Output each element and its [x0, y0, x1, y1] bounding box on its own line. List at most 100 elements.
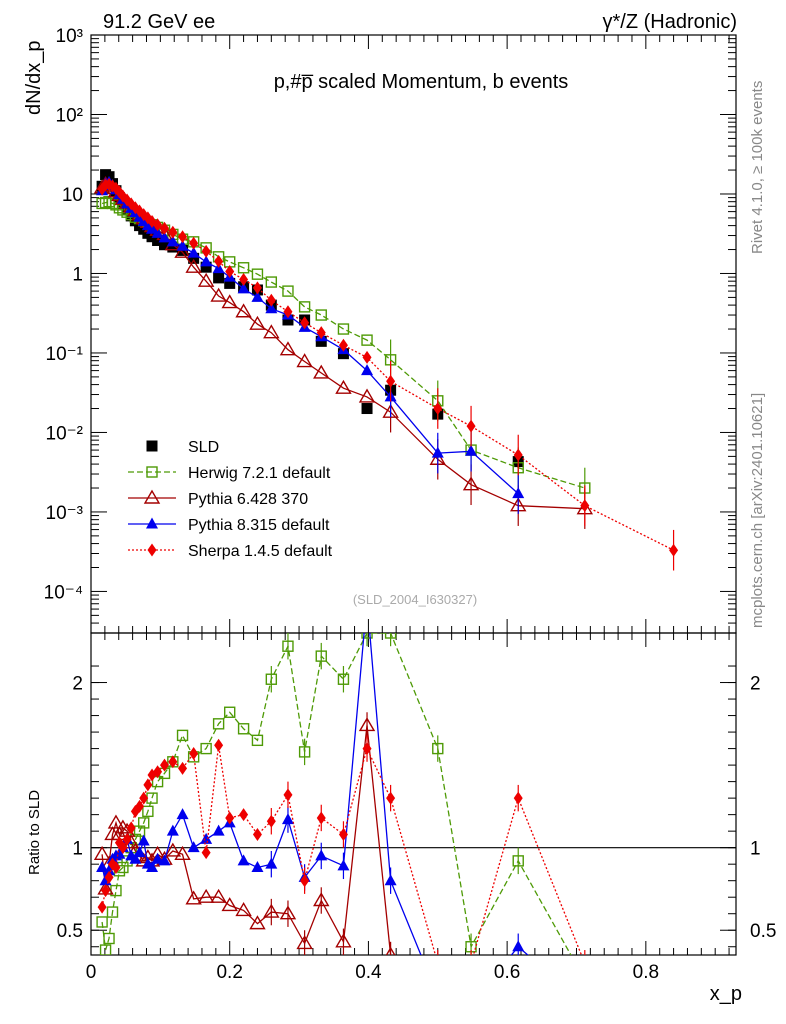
- data-point: [362, 350, 372, 364]
- legend-marker: [147, 543, 157, 557]
- data-point: [669, 543, 679, 557]
- legend-label: Sherpa 1.4.5 default: [188, 543, 333, 560]
- ratio-point: [96, 916, 108, 928]
- ratio-panel: Ratio to SLD x_p 0.5 0.5 1 1 2 2 0 0.2 0.4 0.6 0.8: [26, 632, 776, 1009]
- ratio-point: [103, 864, 116, 876]
- ratio-point: [263, 903, 280, 918]
- ratio-point: [386, 791, 396, 805]
- data-point: [337, 323, 350, 335]
- x-tick-label: 0.6: [494, 962, 520, 983]
- data-point: [300, 316, 310, 330]
- legend: SLD Herwig 7.2.1 default Pythia 6.428 370 P…: [128, 439, 333, 560]
- legend-marker: [146, 517, 158, 529]
- ratio-point: [239, 808, 249, 822]
- data-point: [152, 234, 164, 246]
- ratio-point: [512, 940, 525, 952]
- ratio-point: [315, 849, 328, 861]
- side-label-bottom: mcplots.cern.ch [arXiv:2401.10621]: [749, 393, 766, 628]
- data-point: [249, 315, 266, 330]
- ratio-point: [578, 973, 592, 985]
- data-point: [266, 293, 276, 307]
- ratio-point: [133, 825, 146, 837]
- ratio-point: [337, 673, 350, 685]
- ratio-point: [200, 742, 212, 755]
- ratio-ylabel: Ratio to SLD: [26, 790, 43, 875]
- ratio-point: [385, 946, 396, 955]
- data-point: [239, 272, 249, 286]
- ratio-point: [104, 870, 114, 884]
- y-tick-label: 10⁻⁴: [44, 582, 83, 603]
- legend-label: Pythia 6.428 370: [188, 491, 308, 508]
- ratio-y-label-right: 2: [750, 674, 761, 695]
- data-point: [151, 226, 164, 238]
- ratio-point: [298, 746, 311, 758]
- ratio-point: [201, 846, 211, 860]
- y-tick-label: 1: [72, 264, 83, 285]
- data-point: [221, 294, 238, 309]
- ratio-point: [265, 857, 278, 869]
- ratio-point: [133, 846, 146, 858]
- ratio-point: [464, 973, 478, 985]
- data-point: [237, 262, 250, 274]
- ratio-point: [432, 742, 444, 755]
- data-point: [265, 276, 278, 288]
- ratio-point: [313, 892, 330, 907]
- data-point: [187, 246, 200, 258]
- data-point: [462, 476, 480, 491]
- x-tick-label: 0.4: [355, 962, 382, 983]
- ratio-point: [432, 990, 444, 1001]
- data-point: [166, 235, 179, 247]
- data-point: [580, 499, 590, 513]
- y-tick-label: 10⁻³: [46, 503, 84, 524]
- ratio-point: [97, 900, 107, 914]
- ratio-point: [338, 827, 348, 841]
- ratio-point: [210, 888, 227, 903]
- data-point: [361, 364, 374, 376]
- data-point: [235, 303, 252, 318]
- ratio-xlabel: x_p: [710, 983, 742, 1005]
- header-right: γ*/Z (Hadronic): [603, 11, 737, 33]
- ratio-point: [251, 860, 264, 872]
- ratio-point: [283, 788, 293, 802]
- side-label-top: Rivet 4.1.0, ≥ 100k events: [749, 81, 766, 254]
- ratio-point: [153, 765, 163, 779]
- ratio-point: [214, 738, 224, 752]
- legend-label: Herwig 7.2.1 default: [188, 465, 331, 482]
- data-point: [335, 379, 352, 394]
- ratio-point: [118, 841, 128, 855]
- data-point: [146, 222, 159, 234]
- ratio-point: [513, 791, 523, 805]
- ratio-point: [111, 860, 121, 874]
- data-point: [282, 285, 294, 297]
- ratio-point: [225, 811, 235, 825]
- ratio-point: [279, 905, 297, 920]
- data-point: [361, 334, 373, 346]
- ratio-point: [107, 814, 125, 829]
- main-series: [93, 169, 679, 571]
- data-point: [200, 255, 213, 267]
- ratio-point: [113, 847, 126, 859]
- ratio-point: [106, 906, 119, 918]
- data-point: [168, 225, 178, 239]
- ratio-point: [151, 852, 164, 864]
- ratio-point: [93, 845, 111, 860]
- ratio-point: [103, 932, 115, 945]
- data-point: [431, 446, 444, 458]
- ratio-point: [337, 859, 350, 871]
- ratio-point: [146, 860, 159, 872]
- ratio-y-label-left: 0.5: [57, 921, 83, 942]
- data-point: [298, 301, 311, 313]
- data-point: [263, 324, 280, 339]
- ratio-point: [384, 633, 397, 639]
- data-point: [200, 261, 212, 273]
- data-point: [237, 282, 250, 294]
- ratio-point: [137, 834, 150, 846]
- ratio-point: [465, 998, 477, 1009]
- ratio-point: [139, 791, 149, 805]
- data-point: [210, 287, 227, 302]
- ratio-series-Herwig: [96, 633, 572, 955]
- data-point: [185, 258, 202, 273]
- main-panel: p,#p̅ scaled Momentum, b events dN/dx_p …: [23, 26, 737, 634]
- ratio-point: [362, 742, 372, 756]
